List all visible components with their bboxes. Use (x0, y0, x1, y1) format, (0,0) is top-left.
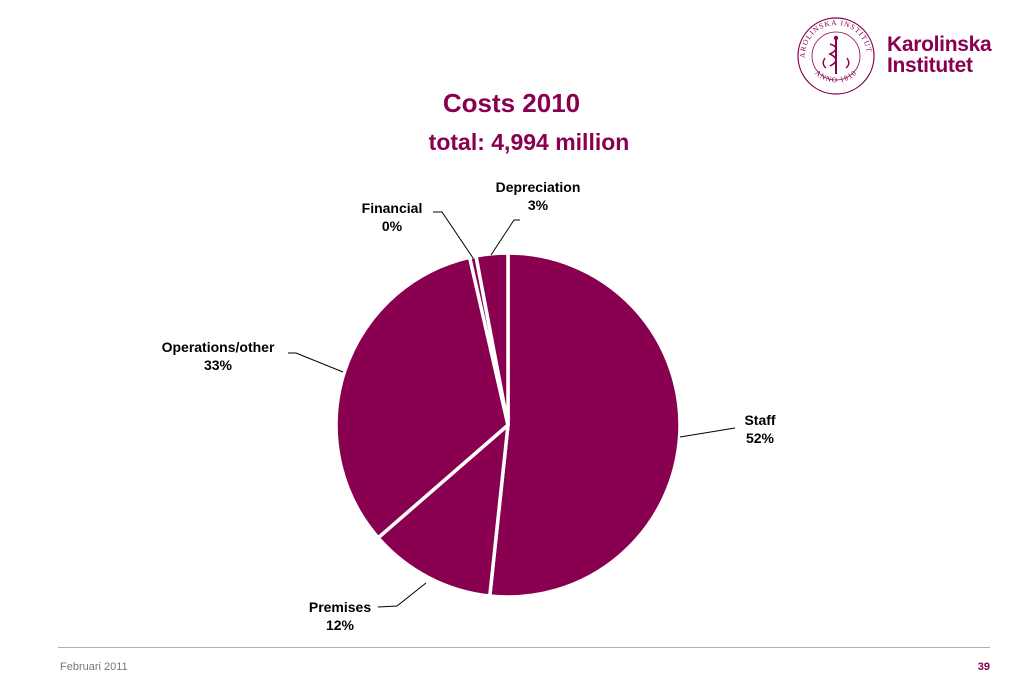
slice-value-staff: 52% (746, 430, 775, 446)
logo-name-line1: Karolinska (887, 33, 992, 56)
seal-icon: KAROLINSKA INSTITUTET ANNO 1810 (795, 14, 875, 95)
slice-value-premises: 12% (326, 617, 355, 633)
page-number: 39 (977, 661, 990, 673)
slice-label-financial: Financial (362, 200, 423, 216)
leader-line-staff (679, 427, 736, 438)
slice-label-premises: Premises (309, 599, 371, 615)
chart-subtitle: total: 4,994 million (428, 129, 630, 155)
leader-line-operations-other (288, 352, 344, 373)
pie-slice-operations-other (334, 255, 510, 540)
chart-title: Costs 2010 (442, 88, 581, 118)
leader-line-premises (377, 582, 427, 608)
slice-label-operations-other: Operations/other (162, 339, 275, 355)
slice-label-staff: Staff (744, 412, 775, 428)
slice-value-financial: 0% (382, 218, 403, 234)
leader-line-depreciation (490, 219, 520, 256)
leader-line-financial (433, 211, 474, 259)
pie-slice-staff (488, 251, 682, 599)
footer-date: Februari 2011 (60, 661, 128, 673)
logo-name-line2: Institutet (887, 54, 973, 77)
pie-slice-premises (376, 423, 510, 598)
slice-value-operations-other: 33% (204, 357, 233, 373)
slice-label-depreciation: Depreciation (496, 179, 581, 195)
footer-divider (58, 647, 990, 648)
karolinska-logo: KAROLINSKA INSTITUTET ANNO 1810 Karolins… (795, 14, 1005, 95)
slice-value-depreciation: 3% (528, 197, 549, 213)
